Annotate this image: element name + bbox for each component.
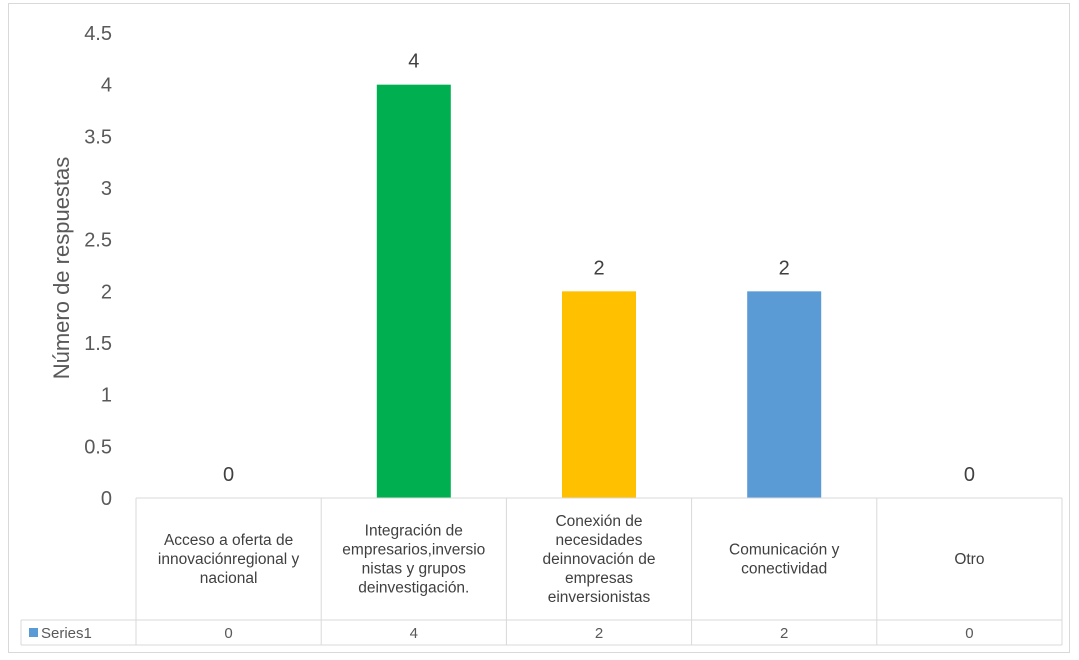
data-table: Acceso a oferta de innovaciónregional y na… [21,498,1062,645]
legend-swatch [29,628,38,637]
data-label: 0 [223,464,234,486]
category-label: Conexión de necesidades deinnovación de emp… [543,513,656,606]
data-label: 0 [964,464,975,486]
category-label: Otro [954,551,984,568]
category-label-line: conectividad [741,561,827,578]
bars [377,85,821,498]
y-tick-label: 1.5 [84,333,112,355]
y-axis-label-group: Número de respuestas [49,157,74,380]
y-tick-label: 0.5 [84,436,112,458]
category-label-line: necesidades [555,532,642,549]
category-label: Integración de empresarios,inversio nistas… [342,523,485,597]
category-label-line: Comunicación y [729,542,840,559]
category-label-line: einversionistas [548,589,651,606]
category-label-line: empresarios,inversio [342,542,485,559]
bar [747,291,821,498]
category-label-line: Conexión de [555,513,642,530]
table-value: 2 [595,625,603,642]
y-tick-label: 4 [101,75,112,97]
y-tick-label: 0 [101,488,112,510]
y-tick-label: 1 [101,385,112,407]
y-axis-label: Número de respuestas [49,157,74,380]
bar [377,85,451,498]
y-tick-label: 3.5 [84,126,112,148]
bar [562,291,636,498]
category-label-line: innovaciónregional y [158,551,300,568]
y-tick-label: 2 [101,281,112,303]
category-label-line: nacional [200,570,258,587]
category-label-line: nistas y grupos [362,561,466,578]
table-value: 2 [780,625,788,642]
category-label-line: empresas [565,570,633,587]
category-label-line: Otro [954,551,984,568]
data-label: 4 [408,51,419,73]
data-label: 2 [779,257,790,279]
category-label: Comunicación y conectividad [729,542,840,578]
table-value: 0 [224,625,232,642]
category-label-line: Acceso a oferta de [164,532,293,549]
category-label-line: deinnovación de [543,551,656,568]
y-tick-label: 3 [101,178,112,200]
category-label-line: Integración de [365,523,463,540]
table-value: 0 [965,625,973,642]
y-tick-label: 2.5 [84,230,112,252]
y-axis-ticks: 0 0.5 1 1.5 2 2.5 3 3.5 4 4.5 [84,23,112,510]
y-tick-label: 4.5 [84,23,112,45]
legend-label: Series1 [41,625,92,642]
category-label: Acceso a oferta de innovaciónregional y na… [158,532,300,587]
data-label: 2 [593,257,604,279]
table-value: 4 [410,625,418,642]
category-label-line: deinvestigación. [358,580,469,597]
